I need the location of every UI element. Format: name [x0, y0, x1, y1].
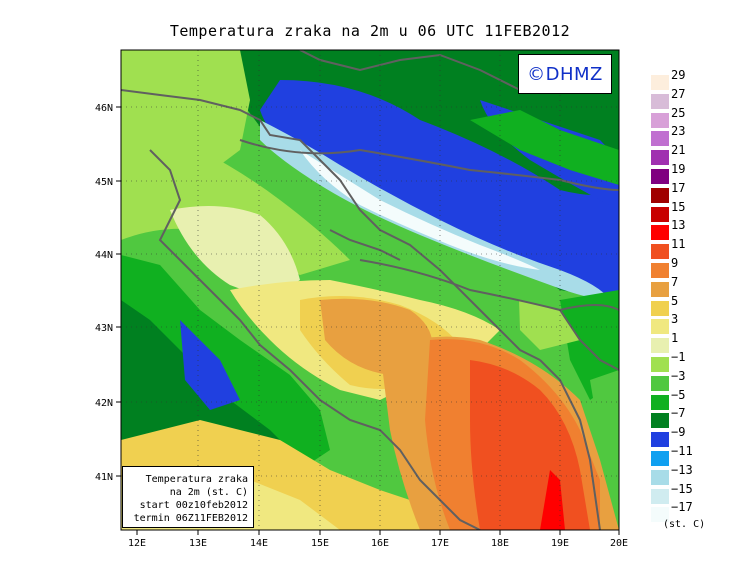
legend-swatch: [651, 357, 669, 372]
lon-label: 15E: [311, 538, 329, 549]
lon-label: 12E: [128, 538, 146, 549]
temperature-field: [121, 50, 619, 530]
graticule: [121, 50, 619, 530]
legend-swatch: [651, 507, 669, 523]
info-line: Temperatura zraka: [145, 474, 248, 485]
legend-level-label: 21: [671, 143, 686, 158]
legend-swatch: [651, 187, 669, 203]
legend-swatch: [651, 169, 669, 184]
legend-level-label: 17: [671, 180, 686, 195]
lat-label: 41N: [95, 472, 113, 483]
legend-level-label: 23: [671, 124, 686, 139]
forecast-info-box: Temperatura zraka na 2m (st. C) start 00…: [122, 466, 254, 528]
info-line: termin 06Z11FEB2012: [133, 513, 248, 524]
legend-level-label: −11: [671, 444, 693, 458]
legend-level-label: 3: [671, 312, 679, 327]
legend-level-label: −7: [671, 406, 686, 421]
lat-label: 44N: [95, 250, 113, 261]
lon-label: 18E: [491, 538, 509, 549]
legend-swatch: [651, 244, 669, 260]
legend-level-label: −3: [671, 368, 686, 383]
legend-swatch: [651, 206, 669, 222]
legend-level-label: 1: [671, 331, 679, 346]
dhmz-logo: ©DHMZ: [518, 54, 612, 94]
legend-level-label: −17: [671, 500, 693, 515]
legend-swatch: [651, 281, 669, 297]
legend-level-label: 15: [671, 199, 686, 214]
map-title: Temperatura zraka na 2m u 06 UTC 11FEB20…: [169, 22, 571, 40]
plot-frame: [120, 49, 620, 531]
legend-swatch: [651, 338, 669, 354]
legend-units: (st. C): [663, 519, 706, 530]
legend-swatch: [651, 451, 669, 466]
legend-level-label: 29: [671, 68, 686, 82]
lon-label: 19E: [551, 538, 569, 549]
legend-level-label: −5: [671, 387, 686, 402]
legend-level-label: 9: [671, 256, 679, 270]
legend-swatch: [651, 413, 669, 429]
legend-swatch: [651, 75, 669, 90]
lat-label: 45N: [95, 177, 113, 188]
legend-swatch: [651, 112, 669, 128]
legend-swatch: [651, 131, 669, 147]
legend-level-label: 7: [671, 274, 679, 289]
legend-swatch: [651, 469, 669, 485]
legend-swatch: [651, 93, 669, 109]
lon-label: 16E: [371, 538, 389, 549]
info-line: start 00z10feb2012: [139, 500, 248, 511]
legend-level-label: 27: [671, 86, 686, 101]
legend-swatch: [651, 488, 669, 504]
lon-label: 17E: [431, 538, 449, 549]
lat-label: 42N: [95, 398, 113, 409]
legend-swatch: [651, 150, 669, 166]
legend-level-label: 11: [671, 237, 686, 252]
legend-swatch: [651, 300, 669, 316]
lat-label: 46N: [95, 103, 113, 114]
legend-swatch: [651, 319, 669, 335]
legend-level-label: −9: [671, 425, 686, 440]
legend-level-label: −15: [671, 481, 693, 496]
lon-label: 13E: [189, 538, 207, 549]
info-line: na 2m (st. C): [169, 487, 248, 498]
legend-level-label: −1: [671, 350, 686, 364]
legend-level-label: 19: [671, 162, 686, 176]
legend-level-label: 25: [671, 105, 686, 120]
legend-swatch: [651, 375, 669, 391]
legend-swatch: [651, 225, 669, 241]
legend-level-label: −13: [671, 462, 693, 477]
legend-swatch: [651, 394, 669, 410]
legend-level-label: 13: [671, 218, 686, 233]
axis-ticks: [116, 106, 620, 535]
lon-label: 14E: [250, 538, 268, 549]
lon-label: 20E: [610, 538, 628, 549]
legend-swatch: [651, 432, 669, 448]
legend-swatch: [651, 263, 669, 278]
lat-label: 43N: [95, 323, 113, 334]
legend-level-label: 5: [671, 293, 679, 308]
